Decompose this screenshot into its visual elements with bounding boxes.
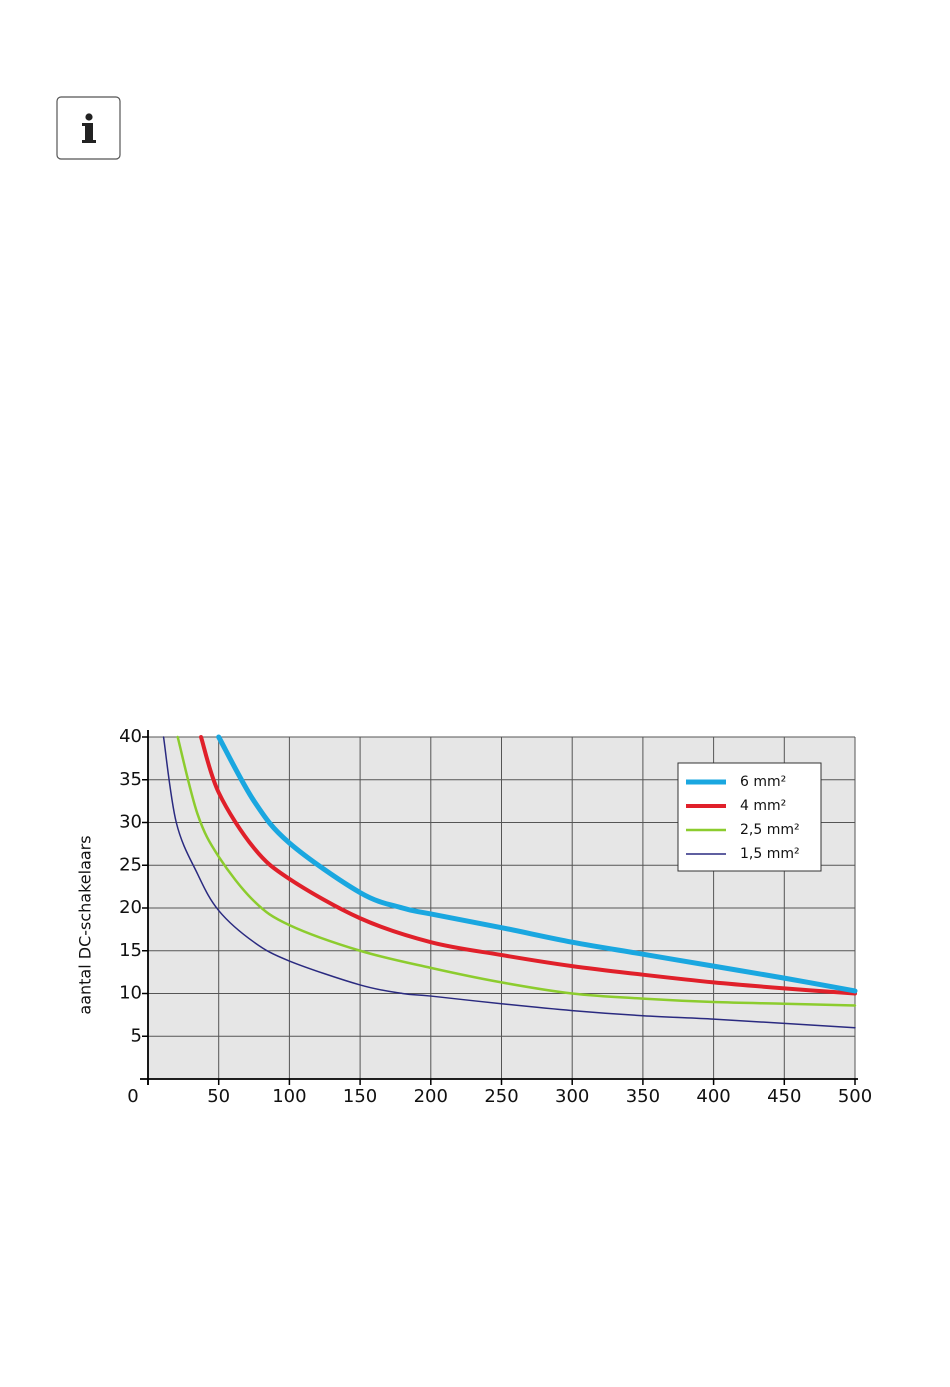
y-tick-label: 40 — [119, 726, 142, 747]
x-tick-label: 100 — [272, 1086, 306, 1107]
legend-label: 4 mm² — [740, 798, 786, 814]
x-tick-label: 300 — [555, 1086, 589, 1107]
x-tick-label: 350 — [626, 1086, 660, 1107]
y-tick-label: 15 — [119, 940, 142, 961]
y-tick-label: 30 — [119, 812, 142, 833]
data-line — [199, 735, 857, 996]
data-line — [216, 734, 858, 994]
y-tick-label: 35 — [119, 769, 142, 790]
x-tick-label: 0 — [127, 1086, 138, 1107]
legend-label: 6 mm² — [740, 774, 786, 790]
y-tick-label: 10 — [119, 983, 142, 1004]
y-tick-label: 20 — [119, 897, 142, 918]
legend-label: 1,5 mm² — [740, 846, 800, 862]
x-tick-label: 150 — [343, 1086, 377, 1107]
x-tick-label: 450 — [767, 1086, 801, 1107]
info-icon — [56, 96, 121, 160]
y-tick-label: 5 — [131, 1025, 142, 1046]
legend-label: 2,5 mm² — [740, 822, 800, 838]
x-tick-label: 500 — [838, 1086, 872, 1107]
x-tick-label: 200 — [414, 1086, 448, 1107]
y-tick-label: 25 — [119, 854, 142, 875]
x-tick-label: 50 — [207, 1086, 230, 1107]
data-line — [162, 736, 856, 1029]
x-tick-label: 250 — [484, 1086, 518, 1107]
data-line — [176, 735, 857, 1007]
x-tick-label: 400 — [696, 1086, 730, 1107]
legend: 6 mm² 4 mm² 2,5 mm² 1,5 mm² — [677, 762, 822, 872]
y-axis-label: aantal DC-schakelaars — [76, 835, 95, 1014]
